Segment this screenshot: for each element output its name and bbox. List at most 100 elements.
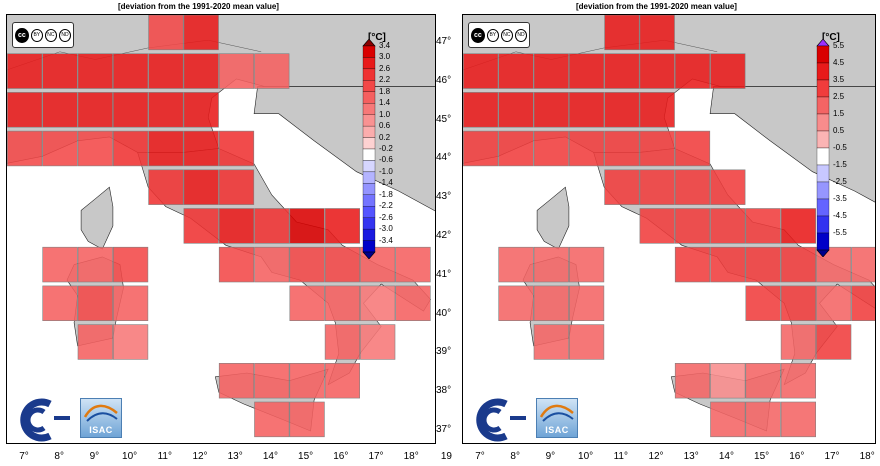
nc-icon: NC — [44, 28, 57, 42]
anomaly-cell — [183, 53, 219, 89]
anomaly-cell — [360, 324, 396, 360]
anomaly-cell — [498, 53, 534, 89]
anomaly-cell — [148, 169, 184, 205]
colorbar-tick-label: -1.0 — [379, 166, 393, 176]
colorbar-segment — [362, 91, 376, 104]
anomaly-cell — [639, 92, 675, 128]
left-map-panel: [deviation from the 1991-2020 mean value… — [0, 0, 436, 466]
colorbar-tick-label: 2.2 — [379, 75, 391, 85]
anomaly-cell — [254, 401, 290, 438]
anomaly-cell — [148, 130, 184, 167]
colorbar-segment — [816, 147, 830, 166]
colorbar-tick-label: 2.6 — [379, 63, 391, 73]
anomaly-cell — [816, 285, 852, 321]
colorbar-segment — [362, 148, 376, 161]
right-map-svg — [463, 15, 875, 443]
anomaly-cell — [710, 362, 746, 399]
anomaly-cell — [183, 169, 219, 205]
anomaly-cell — [710, 208, 746, 244]
anomaly-cell — [674, 208, 711, 244]
latitude-tick-label: 44° — [436, 152, 452, 164]
cc-license-logo: cc BY NC ND — [12, 22, 74, 48]
latitude-tick-label: 43° — [436, 191, 452, 203]
anomaly-cell — [569, 130, 605, 167]
latitude-tick-label: 38° — [436, 385, 452, 397]
colorbar-segment — [362, 80, 376, 92]
anomaly-cell — [77, 53, 113, 89]
anomaly-cell — [710, 246, 746, 283]
anomaly-cell — [851, 246, 875, 283]
nd-icon: ND — [58, 28, 71, 42]
colorbar-tick-label: 3.4 — [379, 41, 391, 50]
longitude-tick-label: 13° — [683, 451, 699, 462]
anomaly-cell — [533, 246, 569, 283]
anomaly-cell — [324, 246, 361, 283]
anomaly-cell — [674, 53, 711, 89]
cc-icon: cc — [471, 27, 485, 43]
longitude-tick-label: 7° — [475, 451, 485, 462]
longitude-tick-label: 15° — [298, 451, 314, 462]
colorbar-unit: [°C] — [822, 32, 840, 43]
colorbar-tick-label: -0.5 — [833, 143, 847, 152]
colorbar-segment — [816, 232, 830, 251]
anomaly-cell — [77, 246, 113, 283]
anomaly-cell — [289, 246, 325, 283]
colorbar-tick-label: -3.5 — [833, 194, 847, 203]
colorbar-tick-label: 3.0 — [379, 52, 391, 62]
colorbar-tick-label: 0.5 — [833, 126, 845, 135]
longitude-tick-label: 14° — [262, 451, 278, 462]
nc-icon: NC — [500, 28, 513, 42]
anomaly-cell — [218, 246, 255, 283]
longitude-tick-label: 12° — [648, 451, 664, 462]
colorbar-segment — [816, 164, 830, 183]
colorbar-segment — [816, 62, 830, 81]
balkan-landmass — [253, 86, 435, 212]
colorbar-segment — [816, 198, 830, 217]
latitude-tick-label: 41° — [436, 268, 452, 280]
longitude-tick-label: 10° — [122, 451, 138, 462]
colorbar-segment — [362, 217, 376, 230]
anomaly-cell — [639, 130, 675, 167]
anomaly-cell — [254, 53, 290, 89]
colorbar-tick-label: -2.6 — [379, 212, 393, 222]
corsica-island — [536, 186, 570, 250]
anomaly-cell — [463, 92, 499, 128]
colorbar-tick-label: -5.5 — [833, 228, 847, 237]
anomaly-cell — [148, 15, 184, 51]
longitude-tick-label: 7° — [19, 451, 29, 462]
colorbar-tick-label: -1.4 — [379, 178, 393, 188]
cc-license-logo: cc BY NC ND — [468, 22, 530, 48]
colorbar-unit: [°C] — [368, 32, 386, 43]
anomaly-cell — [533, 92, 569, 128]
anomaly-cell — [639, 169, 675, 205]
anomaly-cell — [780, 208, 817, 244]
colorbar-segment — [362, 206, 376, 218]
anomaly-cell — [851, 285, 875, 321]
colorbar-segment — [816, 79, 830, 98]
colorbar-segment — [362, 240, 376, 253]
anomaly-cell — [148, 53, 184, 89]
anomaly-cell — [254, 208, 290, 244]
anomaly-cell — [113, 246, 149, 283]
longitude-tick-label: 8° — [54, 451, 64, 462]
anomaly-cell — [77, 324, 113, 360]
cnr-logo-icon — [20, 398, 70, 442]
anomaly-cell — [604, 169, 640, 205]
colorbar-segment — [816, 181, 830, 200]
colorbar-svg — [816, 39, 830, 257]
longitude-tick-label: 19 — [440, 451, 452, 462]
anomaly-cell — [183, 208, 219, 244]
anomaly-cell — [324, 362, 361, 399]
anomaly-cell — [780, 246, 817, 283]
anomaly-cell — [639, 53, 675, 89]
by-icon: BY — [30, 28, 43, 42]
anomaly-cell — [604, 15, 640, 51]
colorbar-tick-label: -4.5 — [833, 211, 847, 220]
colorbar-tick-label: 1.8 — [379, 86, 391, 96]
colorbar-tick-label: 4.5 — [833, 58, 845, 67]
anomaly-cell — [7, 53, 43, 89]
longitude-tick-label: 11° — [157, 451, 172, 462]
anomaly-cell — [77, 92, 113, 128]
longitude-tick-label: 10° — [578, 451, 594, 462]
colorbar-segment — [362, 194, 376, 207]
